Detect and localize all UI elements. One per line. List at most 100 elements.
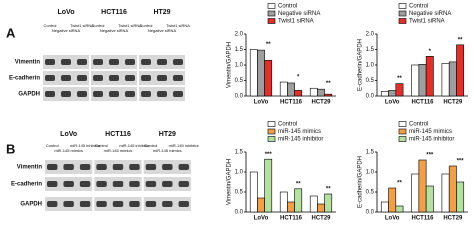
bar [395, 83, 404, 97]
blot-band [77, 91, 87, 97]
blot-band [145, 164, 157, 170]
blot-band [157, 91, 167, 97]
bar [317, 88, 325, 97]
legend-swatch [267, 128, 276, 135]
bar [411, 64, 420, 97]
blot-band [63, 181, 74, 187]
y-tick-label: 0.0 [366, 94, 375, 100]
significance: ** [296, 181, 301, 187]
y-tick-label: 0.5 [366, 78, 375, 84]
y-tick-label: 0.5 [235, 190, 244, 196]
blot-band [112, 164, 124, 170]
bar [264, 60, 273, 97]
y-tick-label: 1.0 [235, 63, 244, 69]
bar [294, 188, 303, 213]
blot-band [145, 201, 157, 207]
blot-band [141, 91, 151, 97]
bar [418, 159, 427, 213]
blot-band [45, 91, 55, 97]
bar [294, 90, 303, 97]
lane-label: Negative siRNA [100, 28, 129, 33]
y-axis-label: Vimentin/GAPDH [227, 42, 233, 88]
bar [388, 90, 397, 97]
blot-band [173, 75, 183, 81]
bar [279, 191, 288, 213]
legend-label: Control [409, 4, 428, 10]
lane-label: miR-145 inhibitor [70, 143, 101, 148]
legend-swatch [398, 10, 407, 17]
bar [287, 201, 295, 213]
protein-label: Vimentin [17, 165, 43, 171]
bar [324, 193, 333, 213]
blot-band [77, 59, 87, 65]
y-tick-label: 1.0 [366, 170, 375, 176]
blot-band [129, 164, 140, 170]
x-tick-label: HCT116 [280, 216, 303, 222]
blot-band [61, 59, 71, 65]
blot-band [112, 201, 124, 207]
panel-label: B [6, 141, 15, 156]
y-tick-label: 1.5 [366, 47, 375, 53]
blot-band [162, 164, 173, 170]
significance: ** [397, 181, 402, 187]
lane-label: Twist1 siRNA [118, 23, 142, 28]
x-tick-label: HCT29 [311, 216, 331, 222]
significance: ** [458, 37, 463, 43]
lane-label: Control [144, 143, 157, 148]
bar [287, 82, 295, 97]
blot-band [157, 75, 167, 81]
blot-band [47, 201, 58, 207]
blot-band [125, 59, 135, 65]
blot-band [61, 91, 71, 97]
legend-label: Negative siRNA [278, 11, 320, 17]
y-tick-label: 2.0 [235, 32, 244, 38]
lane-label: Negative siRNA [148, 28, 177, 33]
bar [388, 187, 397, 213]
x-tick-label: HCT116 [280, 100, 303, 106]
blot-band [96, 201, 107, 207]
legend-swatch [398, 121, 407, 127]
bar [324, 93, 333, 97]
blot-band [47, 164, 58, 170]
bar [317, 203, 325, 213]
y-tick-label: 0.5 [366, 190, 375, 196]
blot-band [93, 59, 103, 65]
lane-label: Control [95, 143, 108, 148]
bar [411, 173, 420, 213]
blot-band [79, 201, 91, 207]
blot-band [109, 75, 119, 81]
bar [249, 49, 258, 97]
legend-label: miR-145 inhibitor [278, 137, 323, 143]
lane-label: Control [44, 23, 57, 28]
legend-label: miR-145 inhibitor [409, 137, 454, 143]
significance: *** [457, 159, 465, 165]
blot-band [109, 91, 119, 97]
bar [380, 201, 389, 213]
x-tick-label: LoVo [254, 216, 269, 222]
bar [257, 197, 265, 213]
blot-band [157, 59, 167, 65]
blot-band [93, 91, 103, 97]
protein-label: E-cadherin [11, 182, 42, 188]
blot-band [63, 164, 74, 170]
cell-line-label: HCT116 [101, 9, 127, 16]
bar [441, 63, 450, 97]
blot-band [178, 201, 189, 207]
blot-band [96, 181, 107, 187]
significance: ** [326, 187, 331, 193]
legend-swatch [398, 128, 407, 135]
bar [264, 158, 273, 213]
lane-label: Twist1 siRNA [166, 23, 190, 28]
x-tick-label: HCT116 [411, 216, 434, 222]
blot-band [45, 59, 55, 65]
protein-label: GAPDH [18, 92, 40, 98]
blot-band [45, 75, 55, 81]
bar [456, 181, 465, 213]
blot-band [145, 181, 157, 187]
legend-label: Twist1 siRNA [409, 19, 445, 25]
blot-band [129, 181, 140, 187]
legend-swatch [398, 18, 407, 24]
bar [309, 195, 318, 213]
x-tick-label: LoVo [385, 216, 400, 222]
panel-label: A [6, 25, 16, 40]
